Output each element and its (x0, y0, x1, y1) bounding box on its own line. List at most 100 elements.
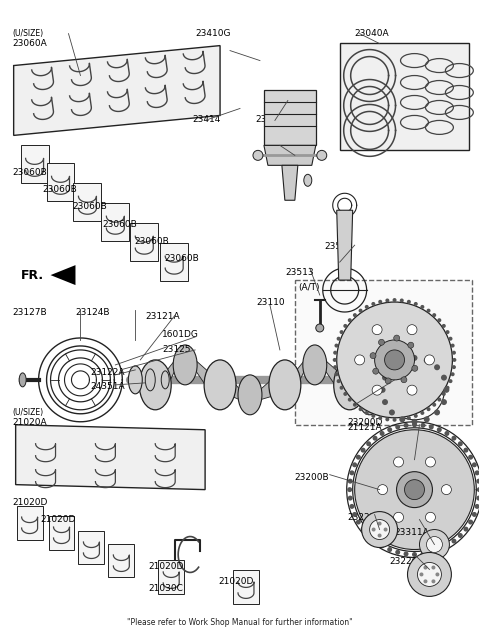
Circle shape (423, 579, 428, 583)
Ellipse shape (238, 375, 262, 415)
Circle shape (420, 305, 424, 309)
Circle shape (424, 417, 430, 422)
Text: 23060B: 23060B (164, 254, 199, 263)
Text: 23200D: 23200D (348, 418, 383, 427)
Circle shape (468, 520, 473, 525)
Circle shape (475, 470, 480, 476)
FancyBboxPatch shape (295, 280, 472, 425)
Text: "Please refer to Work Shop Manual for further information": "Please refer to Work Shop Manual for fu… (127, 618, 353, 627)
Circle shape (355, 430, 474, 550)
Ellipse shape (334, 360, 366, 410)
Circle shape (372, 539, 378, 543)
Circle shape (432, 313, 436, 317)
Text: 23060B: 23060B (72, 202, 107, 211)
Circle shape (394, 335, 400, 341)
Circle shape (429, 424, 434, 429)
Text: 23060B: 23060B (102, 220, 137, 229)
Circle shape (424, 357, 430, 364)
Ellipse shape (173, 345, 197, 385)
Circle shape (411, 419, 418, 425)
Circle shape (374, 340, 415, 380)
Circle shape (442, 324, 446, 328)
Polygon shape (73, 183, 101, 221)
Circle shape (356, 520, 361, 525)
Polygon shape (158, 561, 184, 595)
Circle shape (463, 447, 468, 452)
Text: (A/T): (A/T) (298, 283, 319, 292)
Circle shape (378, 534, 382, 538)
Polygon shape (13, 45, 220, 136)
Circle shape (405, 479, 424, 500)
Circle shape (420, 529, 449, 559)
Circle shape (407, 416, 411, 420)
Text: (U/SIZE): (U/SIZE) (12, 408, 44, 417)
Circle shape (380, 543, 384, 548)
Polygon shape (336, 210, 353, 280)
Circle shape (442, 484, 451, 495)
Polygon shape (108, 543, 134, 577)
Circle shape (333, 351, 337, 355)
Circle shape (361, 511, 397, 547)
Circle shape (360, 527, 366, 532)
Circle shape (349, 504, 354, 509)
Circle shape (333, 358, 336, 362)
Circle shape (458, 533, 463, 538)
Circle shape (372, 527, 376, 532)
Text: 23060A: 23060A (12, 38, 48, 47)
Circle shape (335, 344, 338, 348)
Circle shape (359, 407, 362, 411)
Circle shape (452, 539, 456, 543)
Circle shape (387, 428, 392, 432)
Circle shape (472, 512, 477, 517)
Circle shape (347, 487, 352, 492)
Circle shape (477, 487, 480, 492)
Circle shape (425, 512, 435, 522)
Circle shape (366, 533, 371, 538)
Polygon shape (16, 425, 205, 490)
Text: 21121A: 21121A (348, 423, 382, 432)
Circle shape (451, 344, 455, 348)
Circle shape (335, 372, 338, 376)
Circle shape (420, 552, 425, 556)
Circle shape (444, 543, 449, 548)
Circle shape (373, 368, 379, 374)
Circle shape (343, 324, 348, 328)
Circle shape (399, 417, 405, 422)
Circle shape (444, 431, 449, 436)
Text: 23060B: 23060B (134, 237, 169, 246)
Ellipse shape (269, 360, 301, 410)
Circle shape (380, 431, 384, 436)
Circle shape (414, 414, 418, 418)
Circle shape (395, 424, 400, 429)
Circle shape (389, 410, 395, 415)
Circle shape (412, 422, 417, 428)
Text: 21020D: 21020D (148, 563, 184, 572)
Ellipse shape (139, 360, 171, 410)
Circle shape (407, 385, 417, 395)
Circle shape (316, 324, 324, 332)
Circle shape (452, 365, 456, 369)
Polygon shape (325, 360, 342, 395)
Ellipse shape (19, 373, 26, 387)
Circle shape (452, 436, 456, 441)
Circle shape (317, 150, 327, 161)
Circle shape (427, 407, 431, 411)
Text: 23060B: 23060B (12, 168, 48, 177)
Circle shape (370, 520, 390, 540)
Circle shape (372, 436, 378, 441)
Circle shape (437, 547, 442, 552)
Circle shape (349, 470, 354, 476)
Circle shape (385, 298, 389, 303)
Circle shape (441, 374, 447, 381)
Circle shape (441, 399, 447, 405)
Circle shape (378, 484, 387, 495)
Circle shape (407, 300, 411, 304)
Polygon shape (264, 90, 316, 145)
Circle shape (382, 399, 388, 405)
Ellipse shape (145, 369, 155, 391)
Text: 23040A: 23040A (355, 29, 389, 38)
Circle shape (404, 423, 408, 428)
Circle shape (355, 355, 365, 365)
Circle shape (432, 579, 435, 583)
Text: 21020D: 21020D (218, 577, 253, 586)
